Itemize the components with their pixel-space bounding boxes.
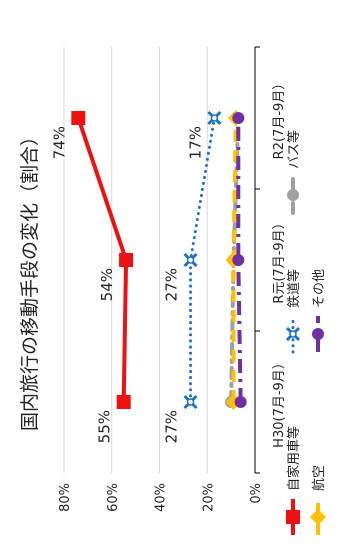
series-layer [71, 110, 247, 410]
data-point [234, 396, 247, 408]
data-point [71, 111, 86, 125]
x-tick-label: H30(7月-9月） [272, 356, 287, 448]
data-point [119, 253, 134, 267]
data-point [183, 252, 198, 268]
legend: 自家用車等 航空 鉄道等 その他 バス等 [285, 130, 327, 535]
chart-title: 国内旅行の移動手段の変化（割合） [19, 127, 41, 431]
data-label: 74% [50, 126, 68, 159]
legend-label: 自家用車等 [286, 426, 302, 491]
data-point [183, 394, 198, 410]
data-label: 55% [96, 410, 114, 443]
series-1 [183, 110, 222, 410]
y-tick-label: 60% [106, 483, 121, 512]
data-point [312, 328, 324, 340]
data-labels: 55% 54% 74% 27% 27% 17% [50, 126, 204, 443]
series-line [189, 116, 216, 404]
y-axis-ticks: 0% 20% 40% 60% 80% [58, 483, 264, 512]
y-tick-label: 20% [201, 483, 216, 512]
x-tick-label: R元(7月-9月） [272, 216, 287, 303]
data-point-center [289, 330, 297, 338]
data-label: 27% [163, 268, 181, 301]
legend-label: バス等 [286, 130, 302, 169]
data-label: 54% [98, 268, 116, 301]
y-tick-label: 0% [249, 483, 264, 504]
data-point [116, 395, 131, 409]
legend-label: その他 [312, 269, 327, 308]
x-tick-label: R2(7月-9月） [272, 77, 287, 160]
data-point [285, 326, 301, 342]
series-line [236, 118, 243, 403]
data-point [207, 110, 222, 126]
x-axis: H30(7月-9月） R元(7月-9月） R2(7月-9月） [254, 46, 287, 474]
data-point-center [186, 256, 195, 264]
data-point [310, 509, 326, 525]
series-0 [71, 111, 134, 409]
y-tick-label: 40% [154, 483, 169, 512]
data-point [287, 189, 299, 201]
y-tick-label: 80% [58, 483, 73, 512]
data-label: 17% [186, 126, 204, 159]
data-point [286, 510, 300, 524]
series-4 [232, 112, 247, 408]
data-point-center [186, 398, 195, 406]
data-label: 27% [163, 410, 181, 443]
data-point-center [210, 114, 219, 122]
gridlines [63, 47, 208, 473]
data-point [232, 112, 245, 124]
series-line [76, 117, 129, 403]
data-point [232, 254, 245, 266]
legend-label: 航空 [311, 465, 327, 491]
legend-label: 鉄道等 [286, 269, 302, 308]
